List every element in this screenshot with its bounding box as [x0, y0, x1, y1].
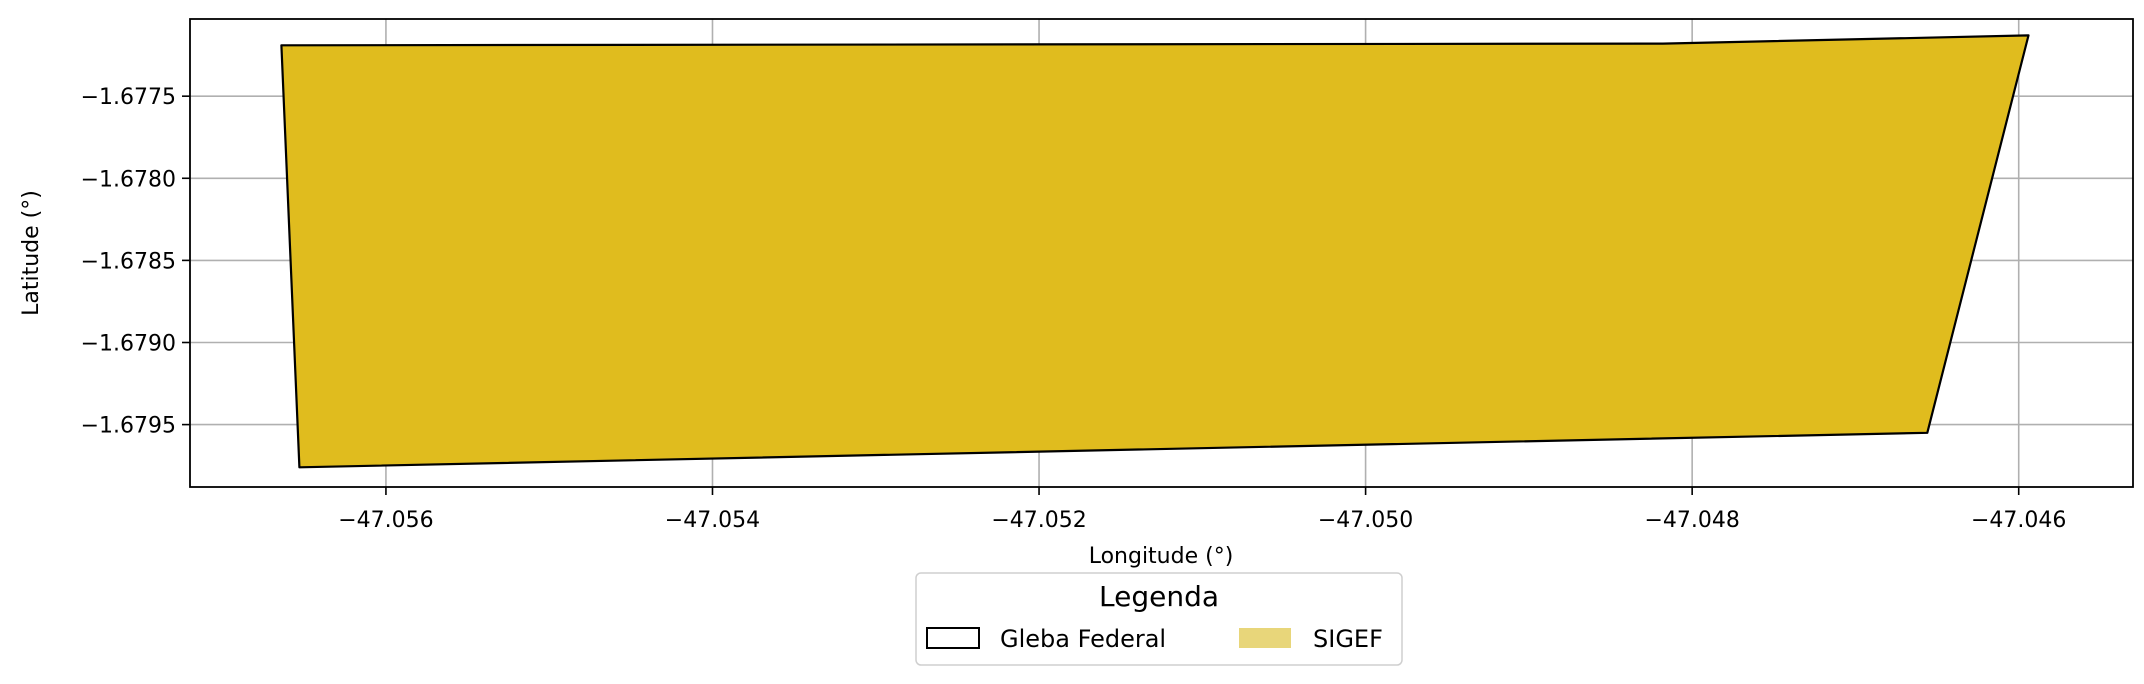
x-tick-label: −47.046 — [1971, 508, 2066, 533]
axes-frame — [189, 18, 2134, 488]
legend-title: Legenda — [1099, 580, 1219, 613]
legend-label-gleba-federal: Gleba Federal — [1000, 625, 1166, 653]
legend-label-sigef: SIGEF — [1313, 625, 1383, 653]
legend-swatch-gleba-federal — [926, 627, 980, 649]
legend-swatch-sigef — [1239, 628, 1291, 648]
polygon-gleba-federal — [280, 34, 2030, 469]
y-tick-label: −1.6790 — [81, 331, 176, 356]
legend: Legenda Gleba Federal SIGEF — [915, 572, 1403, 666]
polygon-sigef — [281, 35, 2029, 468]
y-axis-label: Latitude (°) — [19, 190, 44, 316]
x-tick-label: −47.056 — [338, 508, 433, 533]
data-layer — [280, 34, 2030, 469]
y-axis-ticks: −1.6775 −1.6780 −1.6785 −1.6790 −1.6795 — [81, 85, 190, 439]
y-tick-label: −1.6780 — [81, 167, 176, 192]
y-tick-label: −1.6785 — [81, 249, 176, 274]
plot-area — [189, 18, 2134, 488]
x-tick-label: −47.052 — [991, 508, 1086, 533]
x-tick-label: −47.050 — [1318, 508, 1413, 533]
y-tick-label: −1.6775 — [81, 85, 176, 110]
x-axis-label: Longitude (°) — [1089, 544, 1234, 569]
y-tick-label: −1.6795 — [81, 414, 176, 439]
x-tick-label: −47.054 — [665, 508, 760, 533]
x-axis-ticks: −47.056 −47.054 −47.052 −47.050 −47.048 −47.0… — [338, 487, 2066, 533]
x-tick-label: −47.048 — [1644, 508, 1739, 533]
